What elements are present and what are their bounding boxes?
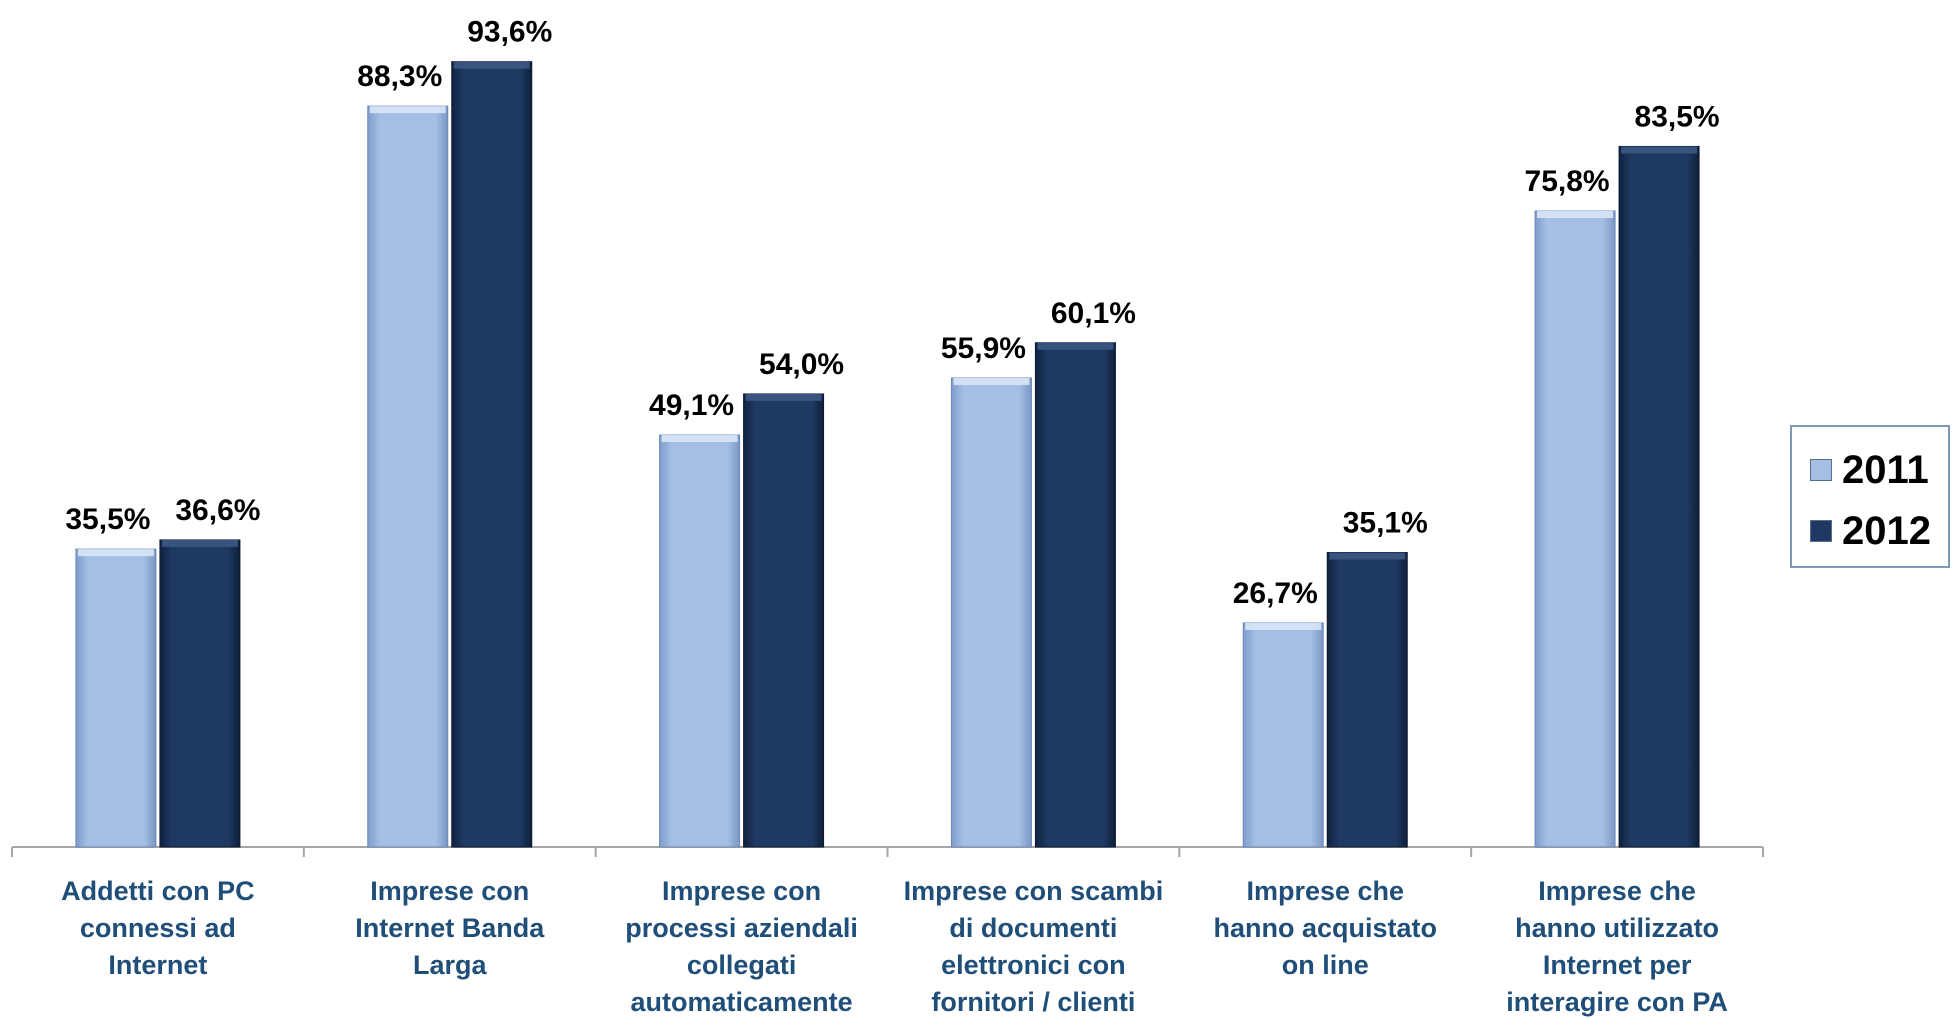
category-label-line: di documenti [949, 913, 1117, 943]
bar-2012-1 [451, 61, 533, 848]
bar-bevel-2012-1 [453, 61, 530, 69]
data-label-2012-1: 93,6% [467, 16, 552, 49]
category-label-5: Imprese che hanno utilizzato Internet per i… [1506, 876, 1728, 1017]
bar-bevel-2012-4 [1329, 552, 1406, 560]
data-label-2011-0: 35,5% [65, 503, 150, 536]
bar-2011-2 [659, 434, 741, 848]
category-label-line: Imprese che [1246, 876, 1404, 906]
category-label-line: Imprese con scambi [904, 876, 1164, 906]
category-label-line: Imprese con [370, 876, 529, 906]
category-label-line: fornitori / clienti [931, 987, 1135, 1017]
bar-bevel-2011-3 [953, 377, 1030, 385]
bar-2011-0 [75, 548, 157, 848]
bar-bevel-2011-5 [1537, 211, 1614, 219]
data-label-2011-3: 55,9% [941, 332, 1026, 365]
category-label-line: Imprese con [662, 876, 821, 906]
data-label-2012-2: 54,0% [759, 348, 844, 381]
category-label-line: automaticamente [631, 987, 853, 1017]
category-label-4: Imprese che hanno acquistato on line [1213, 876, 1437, 980]
category-label-line: hanno utilizzato [1515, 913, 1719, 943]
legend-label-2011: 2011 [1842, 448, 1929, 492]
bar-bevel-2011-0 [77, 549, 154, 557]
bar-bevel-2012-5 [1621, 146, 1698, 154]
category-label-line: Internet [108, 950, 207, 980]
category-label-line: Internet per [1543, 950, 1692, 980]
data-label-2011-4: 26,7% [1233, 577, 1318, 610]
bar-2012-3 [1034, 342, 1116, 848]
bar-2011-3 [950, 377, 1032, 848]
category-label-line: collegati [687, 950, 797, 980]
bar-bevel-2012-2 [745, 393, 822, 401]
category-label-line: Imprese che [1538, 876, 1696, 906]
category-label-line: Larga [413, 950, 488, 980]
bar-bevel-2011-4 [1245, 622, 1322, 630]
category-label-2: Imprese con processi aziendali collegati au… [625, 876, 858, 1017]
data-label-2012-4: 35,1% [1343, 507, 1428, 540]
data-label-2012-0: 36,6% [175, 494, 260, 527]
data-label-2011-5: 75,8% [1525, 165, 1610, 198]
data-label-2012-3: 60,1% [1051, 297, 1136, 330]
legend-item-2012: 2012 [1810, 511, 1931, 551]
bar-bevel-2011-2 [661, 435, 738, 443]
bar-2012-5 [1618, 145, 1700, 848]
category-label-line: Addetti con PC [61, 876, 255, 906]
category-label-line: Internet Banda [355, 913, 545, 943]
bar-bevel-2012-3 [1037, 342, 1114, 350]
bar-2012-2 [743, 393, 825, 848]
category-label-line: on line [1282, 950, 1369, 980]
category-label-line: connessi ad [80, 913, 236, 943]
bar-bevel-2012-0 [161, 539, 238, 547]
x-axis [11, 846, 1764, 857]
data-label-2011-1: 88,3% [357, 60, 442, 93]
category-labels: Addetti con PC connessi ad Internet Imprese… [61, 876, 1728, 1017]
bar-2012-4 [1326, 552, 1408, 848]
bar-2012-0 [159, 539, 241, 848]
category-label-3: Imprese con scambi di documenti elettronic… [904, 876, 1164, 1017]
legend-swatch-2011 [1810, 459, 1832, 481]
bars [75, 61, 1700, 848]
category-label-line: hanno acquistato [1213, 913, 1437, 943]
data-label-2012-5: 83,5% [1635, 100, 1720, 133]
legend-label-2012: 2012 [1842, 509, 1931, 553]
data-label-2011-2: 49,1% [649, 389, 734, 422]
bar-2011-5 [1534, 210, 1616, 848]
bar-2011-1 [367, 105, 449, 848]
category-label-0: Addetti con PC connessi ad Internet [61, 876, 255, 980]
category-label-1: Imprese con Internet Banda Larga [355, 876, 545, 980]
category-label-line: processi aziendali [625, 913, 858, 943]
category-label-line: interagire con PA [1506, 987, 1728, 1017]
legend-item-2011: 2011 [1810, 450, 1929, 490]
category-label-line: elettronici con [941, 950, 1126, 980]
legend: 2011 2012 [1790, 425, 1950, 568]
bar-2011-4 [1242, 622, 1324, 848]
bar-bevel-2011-1 [369, 106, 446, 114]
legend-swatch-2012 [1810, 520, 1832, 542]
data-labels: 35,5% 36,6% 88,3% 93,6% 49,1% 54,0% 55,9% 60,1%… [65, 16, 1719, 610]
